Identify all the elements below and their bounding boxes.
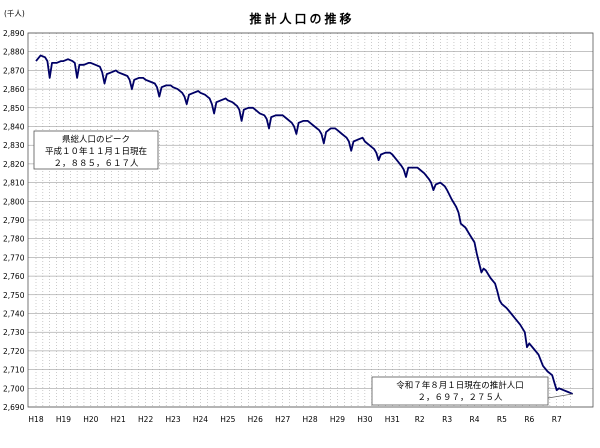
y-tick-label: 2,770	[3, 253, 25, 262]
y-axis: 2,690 2,700 2,710 2,720 2,730 2,740 2,750 2,760…	[3, 29, 25, 412]
plot-frame	[27, 32, 594, 408]
annotation-box: 令和７年８月１日現在の推計人口 ２，６９７，２７５人	[371, 376, 549, 406]
x-tick-label: H26	[248, 415, 263, 424]
x-tick-label: H23	[165, 415, 180, 424]
y-tick-label: 2,870	[3, 66, 25, 75]
y-tick-label: 2,700	[3, 384, 25, 393]
x-tick-label: H18	[28, 415, 43, 424]
annotation-text: 平成１０年１１月１日現在	[45, 146, 147, 157]
x-tick-label: H25	[220, 415, 235, 424]
y-tick-label: 2,850	[3, 104, 25, 113]
x-tick-label: H22	[138, 415, 153, 424]
x-tick-label: R3	[442, 415, 452, 424]
y-tick-label: 2,690	[3, 403, 25, 412]
y-tick-label: 2,740	[3, 310, 25, 319]
annotation-text: ２，６９７，２７５人	[417, 393, 503, 403]
grid	[28, 32, 593, 408]
annotation-frame	[371, 376, 549, 406]
x-tick-label: R6	[524, 415, 534, 424]
x-tick-label: R7	[552, 415, 562, 424]
x-tick-label: H29	[330, 415, 345, 424]
x-tick-label: R2	[415, 415, 425, 424]
y-tick-label: 2,720	[3, 347, 25, 356]
y-tick-label: 2,860	[3, 85, 25, 94]
y-tick-label: 2,810	[3, 179, 25, 188]
x-tick-label: H21	[111, 415, 126, 424]
x-tick-label: H27	[275, 415, 290, 424]
x-axis: H18 H19 H20 H21 H22 H23 H24 H25 H26 H27 H28 H29 H30 H…	[28, 415, 562, 424]
annotation-text: 県総人口のピーク	[62, 134, 130, 145]
x-tick-label: H20	[83, 415, 98, 424]
y-tick-label: 2,840	[3, 123, 25, 132]
x-tick-label: H19	[56, 415, 71, 424]
series	[35, 54, 574, 395]
y-tick-label: 2,730	[3, 328, 25, 337]
y-tick-label: 2,790	[3, 216, 25, 225]
x-tick-label: H28	[302, 415, 317, 424]
y-tick-label: 2,830	[3, 141, 25, 150]
y-tick-label: 2,750	[3, 291, 25, 300]
series-line	[35, 54, 574, 395]
annotation-text: ２，８８５，６１７人	[53, 159, 139, 169]
annotation-frame	[33, 130, 159, 170]
x-tick-label: R5	[497, 415, 507, 424]
annotation-text: 令和７年８月１日現在の推計人口	[396, 380, 524, 391]
annotation-pointer	[547, 393, 573, 399]
y-tick-label: 2,820	[3, 160, 25, 169]
x-tick-label: H30	[357, 415, 372, 424]
y-unit-label: (千人)	[4, 8, 25, 18]
x-tick-label: H24	[193, 415, 208, 424]
x-tick-label: H31	[385, 415, 400, 424]
y-tick-label: 2,710	[3, 366, 25, 375]
y-tick-label: 2,760	[3, 272, 25, 281]
y-tick-label: 2,800	[3, 197, 25, 206]
y-tick-label: 2,880	[3, 48, 25, 57]
y-tick-label: 2,780	[3, 235, 25, 244]
y-tick-label: 2,890	[3, 29, 25, 38]
chart-title: 推計人口の推移	[249, 11, 354, 26]
x-tick-label: R4	[470, 415, 480, 424]
